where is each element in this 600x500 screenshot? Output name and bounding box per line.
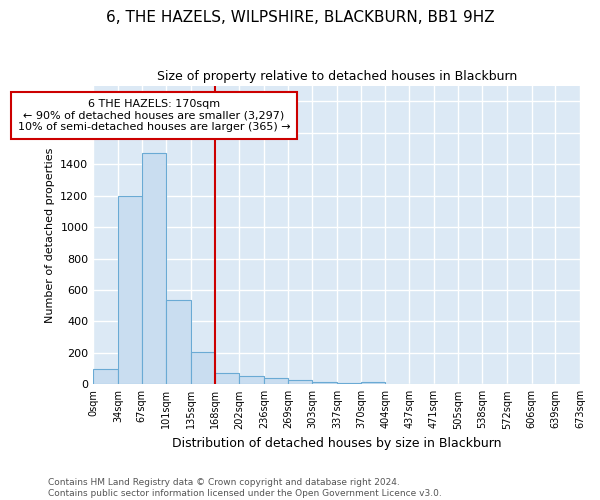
Bar (191, 352, 215, 384)
Bar (313, 382, 337, 384)
Text: 6 THE HAZELS: 170sqm
← 90% of detached houses are smaller (3,297)
10% of semi-de: 6 THE HAZELS: 170sqm ← 90% of detached h… (18, 99, 290, 132)
Bar (142, 153, 166, 384)
Bar (264, 378, 288, 384)
Bar (337, 382, 361, 384)
Y-axis label: Number of detached properties: Number of detached properties (45, 147, 55, 322)
Bar (361, 382, 385, 384)
Text: Contains HM Land Registry data © Crown copyright and database right 2024.
Contai: Contains HM Land Registry data © Crown c… (48, 478, 442, 498)
Bar (118, 196, 142, 384)
Bar (166, 300, 191, 384)
Text: 6, THE HAZELS, WILPSHIRE, BLACKBURN, BB1 9HZ: 6, THE HAZELS, WILPSHIRE, BLACKBURN, BB1… (106, 10, 494, 25)
Title: Size of property relative to detached houses in Blackburn: Size of property relative to detached ho… (157, 70, 517, 83)
Bar (215, 372, 239, 384)
Bar (239, 376, 264, 384)
X-axis label: Distribution of detached houses by size in Blackburn: Distribution of detached houses by size … (172, 437, 502, 450)
Bar (288, 380, 313, 384)
Bar (93, 370, 118, 384)
